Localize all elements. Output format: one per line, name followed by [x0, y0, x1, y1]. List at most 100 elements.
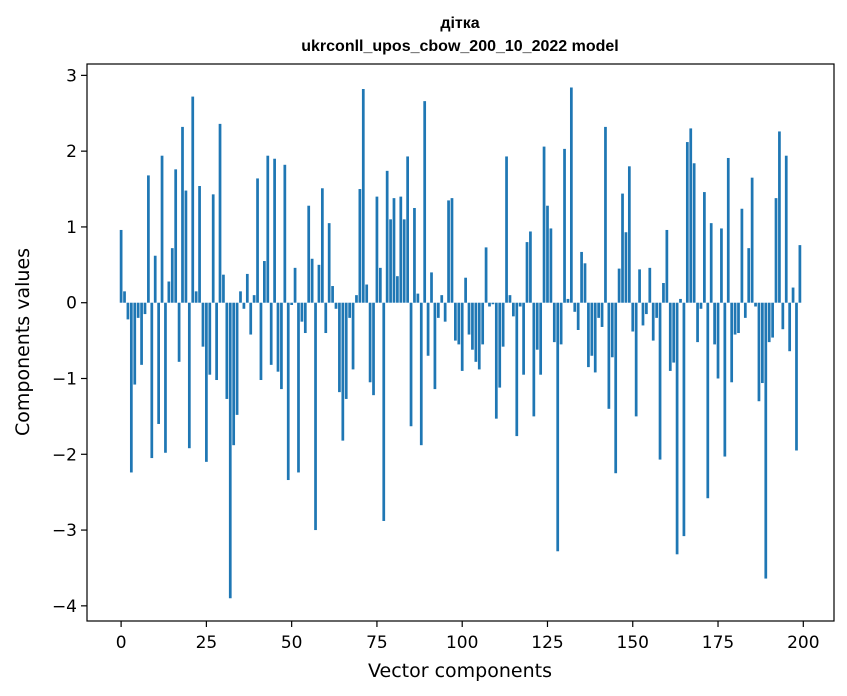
- bar: [385, 170, 389, 303]
- bar: [655, 302, 658, 318]
- x-tick-label: 25: [196, 633, 218, 653]
- y-axis-ticks: −4 −3 −2 −1 0 1 2 3: [52, 66, 87, 617]
- y-axis-label: Components values: [12, 248, 34, 436]
- bar: [228, 302, 232, 599]
- bar: [123, 291, 126, 303]
- bar: [399, 196, 403, 303]
- bar: [634, 302, 638, 417]
- bar: [662, 283, 665, 303]
- bar: [423, 101, 427, 303]
- y-tick-label: 2: [66, 142, 77, 162]
- bar: [706, 302, 710, 499]
- bar: [208, 302, 212, 375]
- bar: [747, 248, 751, 303]
- bar: [147, 175, 150, 303]
- bar: [290, 302, 294, 305]
- bar: [658, 302, 662, 460]
- bar: [566, 298, 570, 303]
- bar: [450, 198, 454, 303]
- bar: [314, 302, 317, 531]
- bar: [317, 264, 321, 303]
- bar: [498, 302, 502, 388]
- bar: [491, 302, 495, 305]
- bar: [689, 128, 693, 303]
- bar: [430, 272, 433, 303]
- bar: [140, 302, 143, 365]
- bar: [754, 302, 757, 307]
- bar: [617, 268, 621, 303]
- bar: [382, 302, 386, 521]
- bar: [184, 190, 188, 303]
- bar: [621, 193, 624, 303]
- bar: [685, 142, 689, 303]
- bar: [515, 302, 519, 437]
- bar: [467, 302, 471, 335]
- bar: [413, 207, 416, 303]
- bar: [351, 302, 355, 370]
- bar: [764, 302, 768, 579]
- bar: [334, 302, 338, 309]
- bar: [225, 302, 229, 399]
- bar: [757, 302, 761, 402]
- bar: [406, 156, 409, 303]
- bar: [215, 302, 218, 381]
- bar: [174, 169, 178, 303]
- bar: [119, 229, 123, 303]
- bar: [573, 302, 577, 312]
- bar: [518, 302, 522, 307]
- bar: [259, 302, 263, 381]
- bar: [713, 302, 716, 345]
- bar: [798, 245, 802, 303]
- chart-subtitle: ukrconll_upos_cbow_200_10_2022 model: [301, 38, 618, 55]
- chart-title: дітка: [440, 15, 479, 32]
- bar: [320, 188, 324, 303]
- bar: [392, 198, 396, 303]
- bar: [648, 267, 652, 303]
- bar: [460, 302, 464, 371]
- bar: [733, 302, 737, 335]
- x-tick-label: 175: [702, 633, 734, 653]
- bar: [791, 287, 795, 303]
- bar: [297, 302, 300, 473]
- bar: [651, 302, 655, 341]
- bar: [501, 302, 505, 347]
- y-tick-label: −3: [52, 521, 77, 541]
- bar: [361, 89, 365, 303]
- bar: [454, 302, 457, 341]
- x-tick-label: 125: [531, 633, 563, 653]
- bar: [627, 166, 631, 303]
- y-tick-label: −2: [52, 445, 77, 465]
- bar: [426, 302, 430, 356]
- y-tick-label: 3: [66, 66, 77, 86]
- bar: [157, 302, 160, 424]
- bar: [750, 177, 754, 303]
- bar: [239, 291, 242, 303]
- bar: [474, 302, 478, 362]
- bar: [525, 242, 529, 303]
- bar: [675, 302, 679, 555]
- bar: [569, 87, 573, 303]
- bar: [672, 302, 676, 363]
- bar: [365, 284, 369, 303]
- bar: [276, 302, 280, 372]
- bar: [593, 302, 597, 373]
- bar: [211, 194, 215, 303]
- bar: [300, 302, 304, 322]
- plot-area-frame: [86, 63, 835, 622]
- bar: [443, 302, 447, 322]
- bar: [730, 302, 734, 383]
- bar: [668, 302, 672, 371]
- bar: [559, 302, 563, 345]
- bar: [235, 302, 239, 415]
- bar: [600, 302, 604, 327]
- bar: [273, 158, 276, 303]
- x-tick-label: 200: [787, 633, 819, 653]
- bar: [457, 302, 461, 345]
- bar: [150, 302, 154, 459]
- bar: [552, 302, 556, 343]
- bar: [679, 298, 682, 303]
- bar: [549, 228, 553, 303]
- bar: [641, 302, 645, 326]
- bar: [563, 148, 566, 303]
